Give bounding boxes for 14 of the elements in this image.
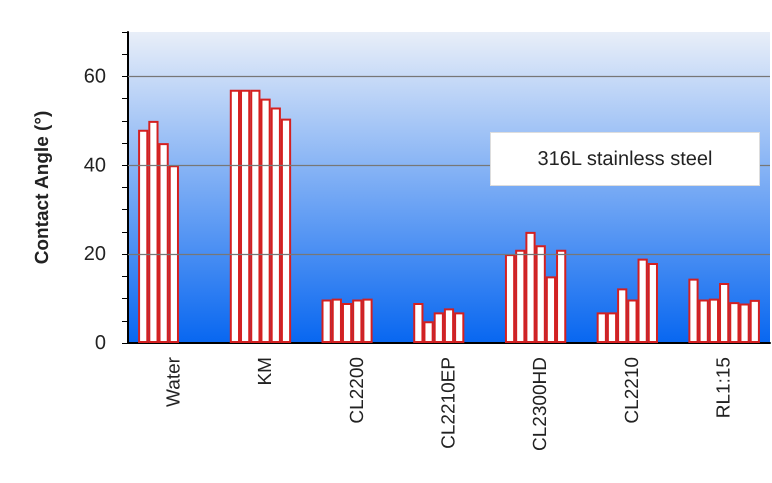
x-tick-label: KM (255, 357, 276, 386)
x-tick-label: CL2300HD (530, 357, 552, 451)
x-tick-label: Water (163, 356, 184, 407)
annotation: 316L stainless steel (538, 148, 712, 170)
y-tick-label: 60 (84, 65, 106, 88)
x-tick-label: CL2210 (622, 357, 643, 424)
x-tick-label: CL2210EP (438, 357, 460, 449)
label-box: 316L stainless steel (490, 132, 760, 186)
y-tick-label: 0 (94, 332, 106, 354)
y-axis-title: Contact Angle (°) (32, 110, 53, 264)
y-tick-label: 20 (84, 243, 106, 266)
x-tick-label: CL2200 (346, 357, 368, 424)
y-tick-label: 40 (84, 154, 106, 176)
x-tick-label: RL1:15 (714, 357, 735, 418)
